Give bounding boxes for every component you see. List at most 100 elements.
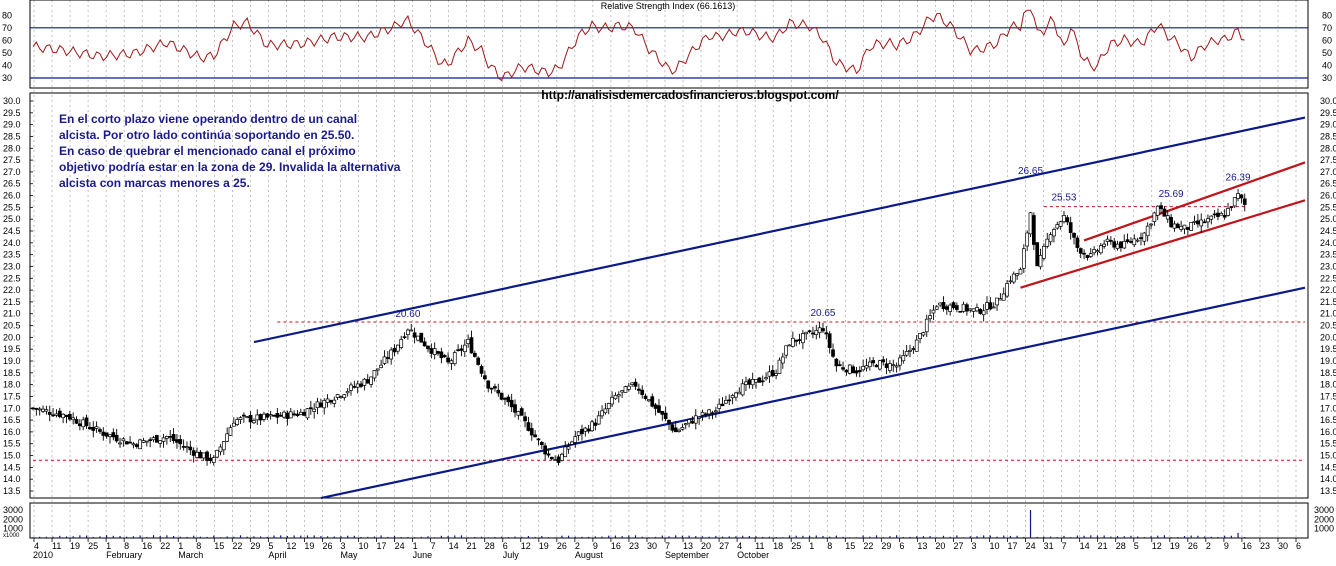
candle-body — [633, 381, 638, 387]
candle-body — [928, 315, 932, 320]
volume-bar — [1137, 536, 1139, 538]
candle-body — [71, 417, 76, 421]
volume-bar — [407, 536, 409, 538]
candle-body — [637, 388, 641, 391]
candle-body — [643, 395, 648, 400]
candle-body — [1142, 232, 1147, 242]
candle-body — [1149, 223, 1153, 226]
candle-body — [934, 306, 939, 310]
y-tick-label-left: 20.0 — [3, 332, 21, 342]
candle-body — [61, 413, 65, 419]
candle-body — [509, 399, 514, 408]
x-day-label: 22 — [232, 541, 242, 551]
candle-body — [1115, 243, 1120, 249]
candle-body — [1065, 217, 1070, 223]
price-data-label: 25.53 — [1051, 193, 1076, 204]
volume-bar — [621, 536, 623, 538]
candle-body — [101, 431, 106, 436]
volume-bar — [387, 536, 389, 538]
volume-bar — [514, 536, 516, 538]
candle-body — [128, 441, 132, 444]
candle-body — [1209, 215, 1214, 220]
candle-body — [158, 440, 163, 444]
candle-body — [389, 349, 394, 360]
y-tick-label-right: 15.5 — [1320, 439, 1336, 449]
volume-bar — [1063, 535, 1065, 538]
volume-bar — [146, 536, 148, 538]
candle-body — [931, 309, 936, 314]
rsi-tick-label-right: 60 — [1322, 35, 1332, 45]
volume-bar — [795, 535, 797, 538]
rsi-tick-label-left: 40 — [2, 60, 12, 70]
candle-body — [466, 338, 471, 345]
candle-body — [242, 414, 246, 417]
candle-body — [546, 453, 551, 456]
candle-body — [556, 456, 561, 463]
volume-bar — [936, 537, 938, 538]
panel-frames — [29, 0, 1309, 539]
candle-body — [616, 394, 621, 397]
candle-body — [325, 398, 330, 403]
candle-body — [740, 383, 745, 396]
y-tick-label-left: 17.0 — [3, 403, 21, 413]
candle-body — [456, 349, 460, 352]
y-tick-label-left: 18.0 — [3, 380, 21, 390]
candle-body — [34, 407, 39, 410]
volume-bar — [1056, 537, 1058, 538]
volume-bar — [206, 536, 208, 538]
candle-body — [238, 417, 243, 420]
candle-body — [178, 439, 183, 445]
volume-bar — [1150, 536, 1152, 538]
volume-bar — [896, 535, 898, 538]
x-day-label: 16 — [1242, 541, 1252, 551]
candle-body — [600, 410, 604, 417]
candle-body — [914, 339, 919, 352]
candle-body — [640, 389, 645, 396]
x-month-label: July — [503, 550, 520, 560]
blog-url[interactable]: http://analisisdemercadosfinancieros.blo… — [541, 88, 839, 102]
candle-body — [874, 364, 879, 368]
candle-body — [1008, 280, 1013, 283]
volume-bar — [320, 536, 322, 538]
candle-body — [245, 416, 250, 418]
candle-body — [961, 303, 966, 312]
candle-body — [1052, 229, 1056, 237]
candle-body — [566, 446, 571, 450]
volume-bar — [507, 537, 509, 538]
candle-body — [365, 379, 370, 384]
volume-bar — [748, 535, 750, 538]
candle-body — [295, 413, 300, 416]
candle-body — [968, 308, 973, 311]
volume-bar — [708, 536, 710, 538]
y-tick-label-right: 27.5 — [1320, 155, 1336, 165]
candle-body — [265, 413, 270, 418]
volume-bar — [661, 535, 663, 538]
candle-body — [268, 414, 273, 417]
volume-bar — [942, 535, 945, 538]
y-tick-label-right: 17.0 — [1320, 403, 1336, 413]
candle-body — [1236, 193, 1240, 199]
y-tick-label-right: 26.0 — [1320, 191, 1336, 201]
candle-body — [416, 335, 420, 341]
candle-body — [285, 412, 290, 419]
x-day-label: 21 — [1098, 541, 1108, 551]
x-day-label: 9 — [1224, 541, 1229, 551]
candle-body — [208, 457, 213, 462]
volume-bar — [829, 536, 831, 538]
candle-body — [1182, 224, 1187, 230]
volume-bar — [989, 535, 991, 538]
x-month-label: October — [737, 550, 769, 560]
candle-body — [526, 422, 531, 431]
candle-body — [586, 428, 591, 432]
volume-bar — [762, 536, 764, 538]
x-day-label: 16 — [142, 541, 152, 551]
candle-body — [382, 356, 387, 364]
candle-body — [1129, 241, 1133, 243]
candle-body — [473, 352, 477, 357]
candle-body — [673, 427, 678, 433]
x-day-label: 28 — [1116, 541, 1126, 551]
volume-bar — [454, 535, 456, 538]
candle-body — [938, 302, 942, 306]
volume-bar — [92, 536, 94, 538]
x-day-label: 30 — [647, 541, 657, 551]
